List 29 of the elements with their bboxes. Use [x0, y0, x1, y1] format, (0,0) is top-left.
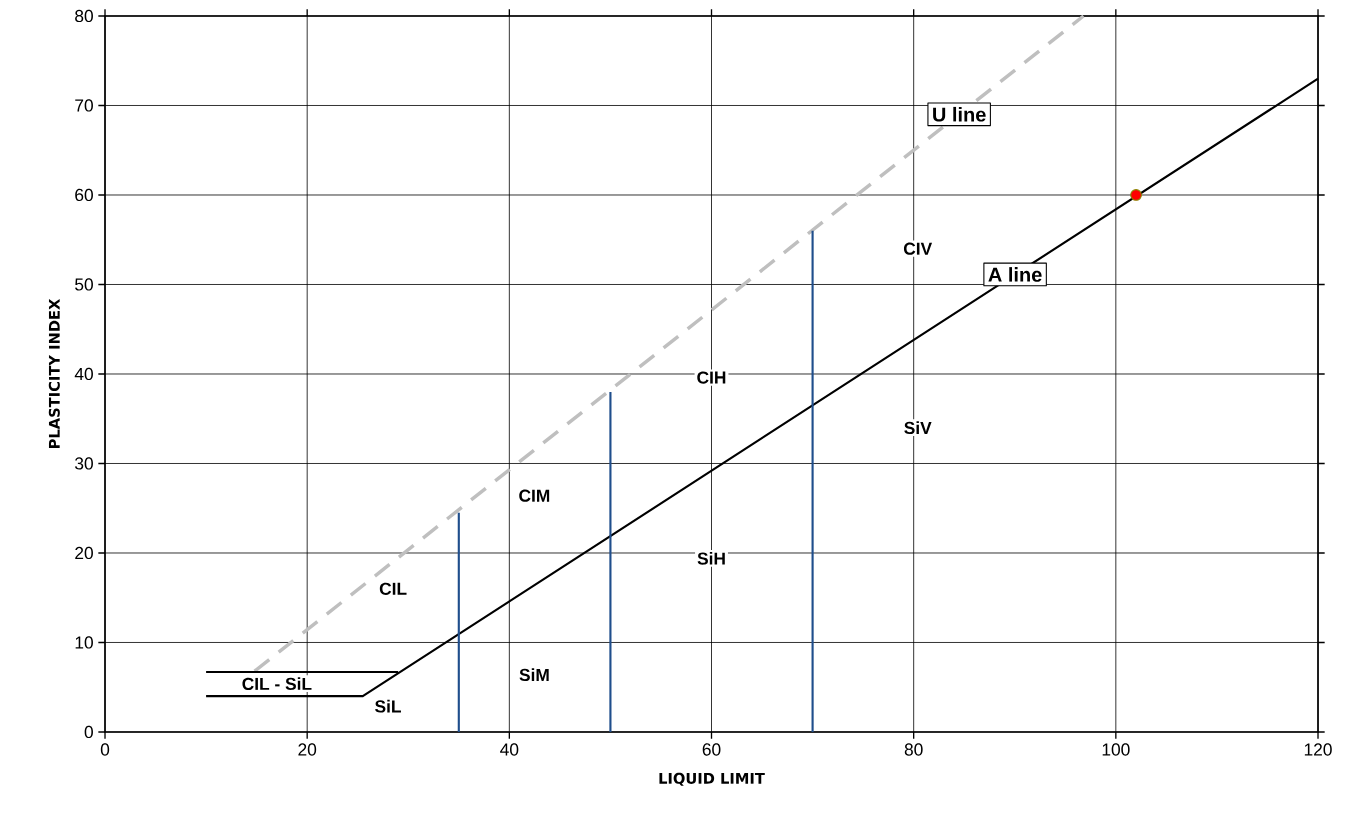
y-tick-label: 30 — [75, 457, 93, 470]
annotation: CIH — [697, 371, 726, 384]
x-tick-label: 0 — [100, 743, 110, 756]
y-tick-label: 40 — [74, 367, 93, 381]
annotation: SiL — [375, 699, 401, 713]
x-tick-label: 80 — [904, 743, 923, 756]
annotation: CIV — [903, 242, 933, 255]
annotation: SiM — [519, 668, 549, 682]
y-axis-title: PLASTICITY INDEX — [48, 298, 60, 448]
series-label: A line — [988, 267, 1042, 282]
x-tick-label: 60 — [702, 743, 721, 756]
y-tick-label: 70 — [75, 99, 93, 112]
y-tick-label: 80 — [75, 9, 93, 23]
y-tick-label: 10 — [75, 636, 93, 649]
annotation: CIL - SiL — [242, 677, 312, 691]
y-tick-label: 50 — [75, 278, 93, 291]
annotation: SiV — [904, 421, 932, 435]
annotation: SiH — [697, 551, 725, 565]
y-tick-label: 0 — [84, 725, 93, 739]
x-tick-label: 40 — [500, 743, 519, 756]
y-tick-label: 60 — [75, 188, 93, 202]
series-label: U line — [933, 106, 986, 122]
y-tick-label: 20 — [75, 546, 93, 560]
annotation: CIL — [379, 582, 407, 595]
x-tick-label: 20 — [298, 743, 317, 756]
x-tick-label: 100 — [1102, 743, 1130, 756]
x-axis-title: LIQUID LIMIT — [659, 772, 765, 786]
x-tick-label: 120 — [1304, 743, 1332, 756]
annotation: CIM — [519, 489, 550, 502]
